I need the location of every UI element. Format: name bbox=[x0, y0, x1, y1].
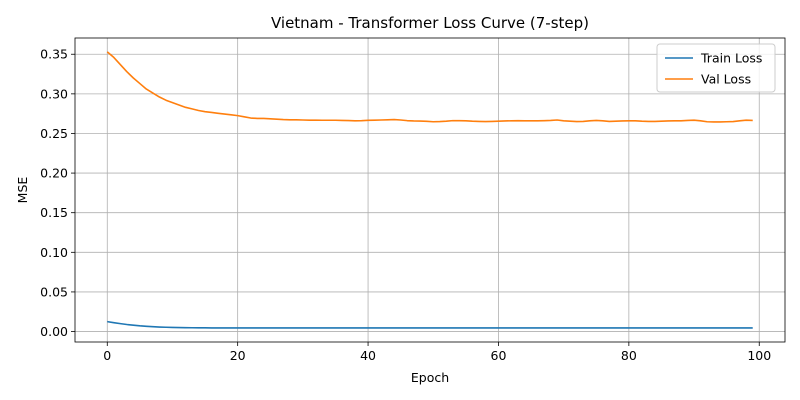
axis-ticks: 0 20 40 60 80 100 0.00 0.05 0.10 0.15 0.20 0.25 0.30… bbox=[40, 47, 771, 363]
y-tick-label: 0.00 bbox=[40, 324, 68, 339]
series-lines bbox=[106, 51, 753, 329]
plot-frame bbox=[74, 37, 786, 343]
y-axis-label: MSE bbox=[15, 177, 30, 204]
x-tick-label: 20 bbox=[230, 348, 246, 363]
y-tick-label: 0.20 bbox=[40, 166, 68, 181]
x-tick-label: 60 bbox=[491, 348, 507, 363]
y-tick-label: 0.30 bbox=[40, 86, 68, 101]
legend-label: Train Loss bbox=[700, 51, 762, 66]
series-line-val-loss bbox=[106, 51, 753, 123]
legend-box bbox=[656, 43, 776, 93]
x-tick-label: 40 bbox=[360, 348, 376, 363]
y-tick-label: 0.10 bbox=[40, 245, 68, 260]
y-tick-label: 0.15 bbox=[40, 205, 68, 220]
grid-lines bbox=[75, 38, 785, 342]
legend: Train Loss Val Loss bbox=[656, 43, 776, 93]
series-line-train-loss bbox=[107, 320, 753, 329]
x-axis-label: Epoch bbox=[411, 370, 449, 385]
legend-label: Val Loss bbox=[701, 72, 751, 87]
x-tick-label: 0 bbox=[103, 348, 111, 363]
chart-title: Vietnam - Transformer Loss Curve (7-step… bbox=[271, 14, 589, 32]
x-tick-label: 100 bbox=[747, 348, 771, 363]
x-tick-label: 80 bbox=[621, 348, 637, 363]
y-tick-label: 0.05 bbox=[40, 284, 68, 299]
y-tick-label: 0.35 bbox=[40, 47, 68, 62]
y-tick-label: 0.25 bbox=[40, 126, 68, 141]
